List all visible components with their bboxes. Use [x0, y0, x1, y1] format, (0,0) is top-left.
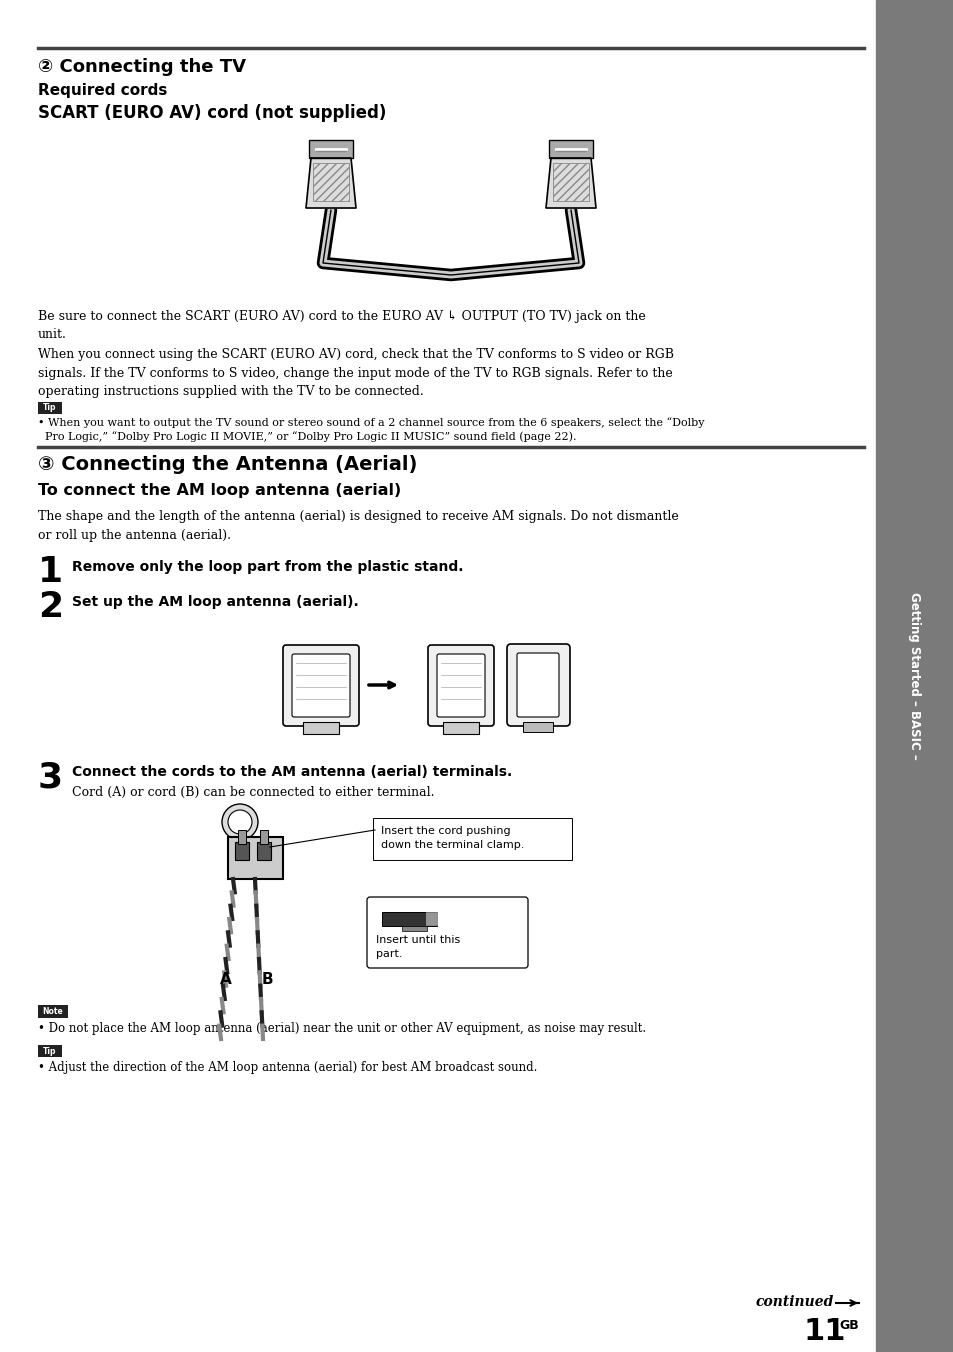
Bar — [401, 926, 427, 932]
Text: GB: GB — [839, 1320, 858, 1332]
Text: 11: 11 — [802, 1317, 845, 1347]
Bar — [260, 830, 268, 844]
Circle shape — [222, 804, 257, 840]
Text: The shape and the length of the antenna (aerial) is designed to receive AM signa: The shape and the length of the antenna … — [38, 510, 678, 542]
Text: Required cords: Required cords — [38, 82, 167, 97]
Bar — [38, 402, 62, 414]
FancyBboxPatch shape — [373, 818, 572, 860]
Polygon shape — [545, 158, 596, 208]
Bar — [442, 722, 478, 734]
Text: • Do not place the AM loop antenna (aerial) near the unit or other AV equipment,: • Do not place the AM loop antenna (aeri… — [38, 1022, 645, 1036]
Bar — [256, 842, 271, 860]
Bar — [237, 830, 246, 844]
Bar — [234, 842, 249, 860]
Bar — [303, 722, 338, 734]
Bar — [313, 164, 349, 201]
Text: Remove only the loop part from the plastic stand.: Remove only the loop part from the plast… — [71, 560, 463, 575]
Bar — [553, 164, 588, 201]
Text: B: B — [261, 972, 273, 987]
Text: Insert until this
part.: Insert until this part. — [375, 936, 459, 959]
Text: To connect the AM loop antenna (aerial): To connect the AM loop antenna (aerial) — [38, 483, 401, 498]
Text: Insert the cord pushing
down the terminal clamp.: Insert the cord pushing down the termina… — [380, 826, 524, 850]
Circle shape — [228, 810, 252, 834]
Bar — [38, 1045, 62, 1057]
Text: SCART (EURO AV) cord (not supplied): SCART (EURO AV) cord (not supplied) — [38, 104, 386, 122]
FancyBboxPatch shape — [517, 653, 558, 717]
Text: • Adjust the direction of the AM loop antenna (aerial) for best AM broadcast sou: • Adjust the direction of the AM loop an… — [38, 1061, 537, 1073]
Text: 2: 2 — [38, 589, 63, 625]
Text: • When you want to output the TV sound or stereo sound of a 2 channel source fro: • When you want to output the TV sound o… — [38, 416, 703, 442]
Text: Tip: Tip — [43, 1046, 56, 1056]
Text: Note: Note — [43, 1007, 63, 1015]
Text: Connect the cords to the AM antenna (aerial) terminals.: Connect the cords to the AM antenna (aer… — [71, 765, 512, 779]
Text: Cord (A) or cord (B) can be connected to either terminal.: Cord (A) or cord (B) can be connected to… — [71, 786, 434, 799]
Bar — [875, 0, 953, 1352]
Bar — [381, 913, 436, 926]
FancyBboxPatch shape — [283, 645, 358, 726]
Text: ② Connecting the TV: ② Connecting the TV — [38, 58, 246, 76]
Bar — [38, 1005, 68, 1018]
FancyBboxPatch shape — [292, 654, 350, 717]
Bar — [309, 141, 353, 158]
Polygon shape — [306, 158, 355, 208]
FancyBboxPatch shape — [436, 654, 484, 717]
Text: When you connect using the SCART (EURO AV) cord, check that the TV conforms to S: When you connect using the SCART (EURO A… — [38, 347, 673, 397]
Text: Set up the AM loop antenna (aerial).: Set up the AM loop antenna (aerial). — [71, 595, 358, 608]
FancyBboxPatch shape — [506, 644, 569, 726]
FancyBboxPatch shape — [367, 896, 527, 968]
Text: Getting Started – BASIC –: Getting Started – BASIC – — [907, 592, 921, 760]
Text: Be sure to connect the SCART (EURO AV) cord to the EURO AV ↳ OUTPUT (TO TV) jack: Be sure to connect the SCART (EURO AV) c… — [38, 310, 645, 342]
Bar — [228, 837, 283, 879]
Text: 1: 1 — [38, 556, 63, 589]
Text: 3: 3 — [38, 760, 63, 794]
FancyBboxPatch shape — [428, 645, 494, 726]
Text: continued: continued — [755, 1295, 833, 1309]
Text: Tip: Tip — [43, 403, 56, 412]
Bar — [548, 141, 593, 158]
Text: A: A — [220, 972, 232, 987]
Text: ③ Connecting the Antenna (Aerial): ③ Connecting the Antenna (Aerial) — [38, 456, 417, 475]
Bar — [522, 722, 553, 731]
